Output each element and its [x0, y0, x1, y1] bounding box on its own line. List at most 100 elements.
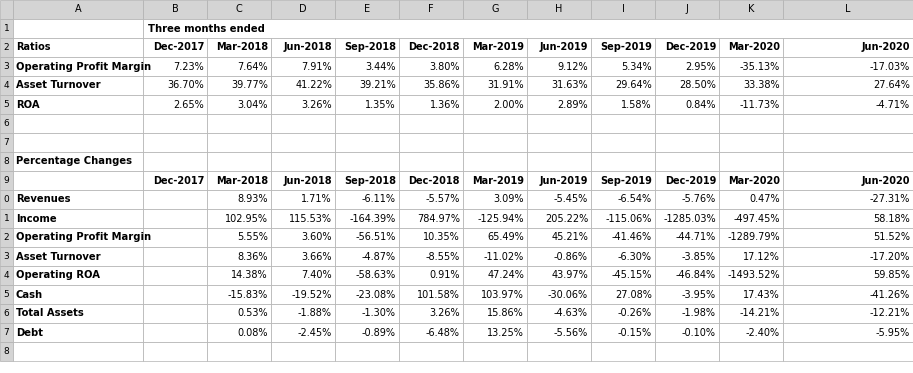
Bar: [719, 304, 783, 323]
Text: 101.58%: 101.58%: [417, 289, 460, 300]
Bar: [271, 38, 335, 57]
Text: 2.00%: 2.00%: [493, 100, 524, 110]
Text: Jun-2018: Jun-2018: [283, 43, 332, 53]
Bar: [527, 285, 591, 304]
Bar: [399, 190, 463, 209]
Text: 6: 6: [4, 309, 9, 318]
Bar: [271, 342, 335, 361]
Bar: [335, 0, 399, 19]
Text: -164.39%: -164.39%: [350, 213, 396, 223]
Bar: [719, 38, 783, 57]
Bar: [0, 57, 13, 76]
Bar: [783, 266, 913, 285]
Bar: [143, 152, 207, 171]
Text: -6.54%: -6.54%: [618, 194, 652, 204]
Bar: [143, 95, 207, 114]
Bar: [591, 76, 655, 95]
Text: 13.25%: 13.25%: [488, 327, 524, 338]
Bar: [719, 114, 783, 133]
Text: 0.91%: 0.91%: [429, 270, 460, 280]
Bar: [783, 38, 913, 57]
Text: Jun-2019: Jun-2019: [540, 176, 588, 185]
Text: Operating Profit Margin: Operating Profit Margin: [16, 232, 152, 242]
Bar: [463, 247, 527, 266]
Bar: [463, 285, 527, 304]
Bar: [207, 285, 271, 304]
Bar: [527, 133, 591, 152]
Bar: [463, 38, 527, 57]
Text: 58.18%: 58.18%: [873, 213, 910, 223]
Text: 1.35%: 1.35%: [365, 100, 396, 110]
Text: I: I: [622, 4, 624, 15]
Bar: [527, 304, 591, 323]
Bar: [143, 304, 207, 323]
Bar: [719, 342, 783, 361]
Text: 47.24%: 47.24%: [488, 270, 524, 280]
Bar: [399, 228, 463, 247]
Text: Revenues: Revenues: [16, 194, 70, 204]
Text: Debt: Debt: [16, 327, 43, 338]
Text: 43.97%: 43.97%: [551, 270, 588, 280]
Text: 17.12%: 17.12%: [743, 251, 780, 261]
Bar: [207, 38, 271, 57]
Bar: [463, 209, 527, 228]
Bar: [207, 323, 271, 342]
Bar: [207, 133, 271, 152]
Bar: [655, 95, 719, 114]
Bar: [13, 266, 143, 285]
Bar: [399, 152, 463, 171]
Bar: [207, 95, 271, 114]
Bar: [207, 304, 271, 323]
Text: Mar-2020: Mar-2020: [728, 176, 780, 185]
Bar: [719, 266, 783, 285]
Text: 0.08%: 0.08%: [237, 327, 268, 338]
Text: Mar-2019: Mar-2019: [472, 176, 524, 185]
Text: -3.95%: -3.95%: [682, 289, 716, 300]
Bar: [271, 323, 335, 342]
Bar: [719, 133, 783, 152]
Text: -5.95%: -5.95%: [876, 327, 910, 338]
Bar: [143, 76, 207, 95]
Text: -0.89%: -0.89%: [362, 327, 396, 338]
Text: 27.08%: 27.08%: [615, 289, 652, 300]
Text: 15.86%: 15.86%: [488, 308, 524, 319]
Bar: [143, 57, 207, 76]
Bar: [335, 342, 399, 361]
Bar: [13, 19, 143, 38]
Text: -11.73%: -11.73%: [740, 100, 780, 110]
Bar: [335, 190, 399, 209]
Text: Dec-2018: Dec-2018: [408, 176, 460, 185]
Bar: [335, 133, 399, 152]
Bar: [591, 209, 655, 228]
Text: Sep-2019: Sep-2019: [600, 176, 652, 185]
Bar: [0, 342, 13, 361]
Bar: [591, 190, 655, 209]
Bar: [399, 171, 463, 190]
Bar: [0, 247, 13, 266]
Bar: [335, 209, 399, 228]
Text: C: C: [236, 4, 242, 15]
Bar: [527, 38, 591, 57]
Bar: [399, 266, 463, 285]
Bar: [591, 285, 655, 304]
Bar: [655, 57, 719, 76]
Bar: [655, 152, 719, 171]
Bar: [13, 247, 143, 266]
Bar: [463, 76, 527, 95]
Bar: [591, 247, 655, 266]
Bar: [655, 209, 719, 228]
Bar: [143, 0, 207, 19]
Bar: [335, 323, 399, 342]
Bar: [0, 19, 13, 38]
Bar: [655, 76, 719, 95]
Bar: [591, 266, 655, 285]
Text: 59.85%: 59.85%: [873, 270, 910, 280]
Bar: [527, 228, 591, 247]
Bar: [271, 76, 335, 95]
Text: -6.11%: -6.11%: [362, 194, 396, 204]
Bar: [719, 228, 783, 247]
Bar: [463, 171, 527, 190]
Bar: [13, 133, 143, 152]
Text: -45.15%: -45.15%: [612, 270, 652, 280]
Text: Asset Turnover: Asset Turnover: [16, 81, 100, 91]
